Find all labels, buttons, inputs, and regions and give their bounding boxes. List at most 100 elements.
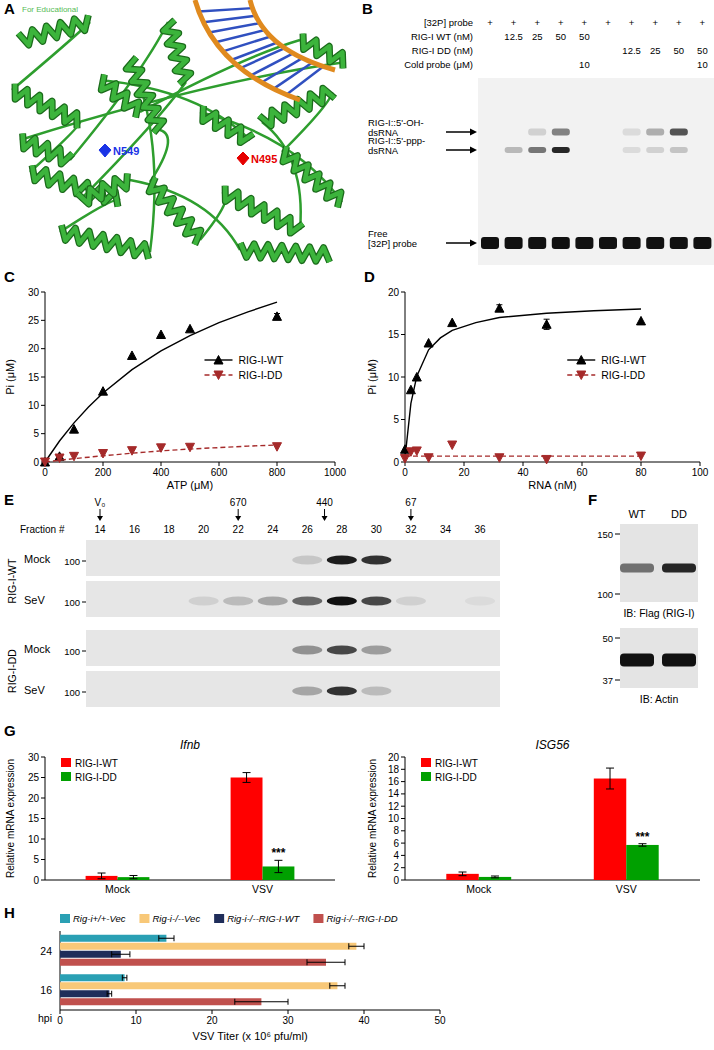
band	[575, 237, 593, 249]
band	[481, 129, 499, 136]
x-tick	[523, 462, 524, 466]
band	[599, 129, 617, 136]
fraction-number: 24	[267, 524, 279, 535]
marker-label: 100	[64, 687, 80, 698]
x-tick	[288, 1010, 289, 1014]
x-tick-label: 80	[635, 467, 647, 478]
marker-label: 100	[597, 589, 613, 600]
point	[41, 458, 50, 467]
band	[223, 687, 253, 696]
annotation: ***	[271, 846, 285, 860]
point	[186, 443, 195, 452]
row-label: Mock	[24, 553, 51, 565]
helix	[240, 243, 329, 262]
y-tick	[41, 405, 45, 406]
helix	[149, 177, 201, 244]
band	[465, 556, 495, 565]
y-tick-label: 15	[388, 329, 400, 340]
panel-label: D	[364, 268, 375, 285]
legend-label: RIG-I-WT	[75, 758, 118, 769]
marker-label: 150	[597, 529, 613, 540]
helix	[259, 88, 335, 125]
band	[481, 237, 499, 249]
standard-label: 670	[230, 497, 247, 508]
band	[481, 147, 499, 153]
y-tick-label: 5	[33, 854, 39, 865]
x-tick-label: VSV	[616, 883, 637, 895]
x-tick	[335, 462, 336, 466]
y-tick-label: 18	[388, 764, 400, 775]
error-bar	[274, 860, 282, 872]
legend-label: RIG-I-WT	[435, 758, 478, 769]
cell: 12.5	[622, 45, 641, 56]
helix	[163, 20, 190, 84]
cell: 50	[556, 31, 567, 42]
x-tick	[440, 1010, 441, 1014]
cell: +	[605, 17, 611, 28]
x-tick	[136, 1010, 137, 1014]
y-tick	[401, 757, 405, 758]
row-label: RIG-I WT (nM)	[411, 31, 473, 42]
band	[258, 597, 288, 606]
base-pair	[199, 8, 253, 11]
band	[396, 556, 426, 565]
cell: +	[582, 17, 588, 28]
legend-label: Rig-i-/--RIG-I-DD	[326, 913, 397, 924]
helix	[149, 177, 201, 244]
point	[401, 455, 410, 464]
x-tick	[103, 462, 104, 466]
helix	[15, 84, 77, 129]
standard-arrow	[324, 509, 325, 517]
fraction-number: 32	[405, 524, 417, 535]
legend-label: Rig-i-/--RIG-I-WT	[227, 913, 300, 924]
point	[70, 452, 79, 461]
y-tick-label: 20	[388, 752, 400, 763]
cell: 10	[579, 59, 590, 70]
legend-label: Rig-i+/+-Vec	[73, 913, 126, 924]
base-pair	[223, 36, 271, 51]
point	[128, 447, 137, 456]
point	[542, 320, 551, 329]
x-tick	[364, 1010, 365, 1014]
y-tick-label: 5	[393, 414, 399, 425]
band	[505, 147, 523, 153]
cell: 50	[579, 31, 590, 42]
band	[258, 556, 288, 565]
x-tick-label: 0	[57, 1015, 63, 1026]
plot-area	[86, 773, 295, 880]
standard-label: V₀	[95, 497, 106, 508]
y-tick	[41, 818, 45, 819]
y-tick-label: 2	[393, 862, 399, 873]
blot	[620, 628, 698, 688]
fraction-number: 16	[129, 524, 141, 535]
band	[154, 597, 184, 606]
band	[85, 687, 115, 696]
error-bar	[235, 999, 288, 1005]
y-tick	[401, 377, 405, 378]
band	[189, 556, 219, 565]
loop	[150, 130, 168, 182]
cell: +	[487, 17, 493, 28]
point	[637, 452, 646, 461]
cell: +	[700, 17, 706, 28]
point	[495, 454, 504, 463]
panel-label: E	[4, 491, 14, 508]
y-axis-label: Relative mRNA expression	[367, 759, 378, 878]
bar	[231, 778, 263, 881]
helix	[203, 106, 254, 143]
band	[120, 556, 150, 565]
point	[128, 351, 137, 360]
band	[599, 147, 617, 153]
y-tick-label: 6	[393, 838, 399, 849]
y-tick	[401, 855, 405, 856]
legend-marker	[214, 356, 223, 365]
gel	[478, 78, 714, 265]
x-tick	[641, 462, 642, 466]
bar	[60, 982, 337, 989]
helix	[18, 15, 88, 45]
point	[424, 454, 433, 463]
panel-label: A	[4, 0, 15, 17]
cell: 25	[650, 45, 661, 56]
helix	[225, 186, 303, 233]
band	[327, 556, 357, 565]
